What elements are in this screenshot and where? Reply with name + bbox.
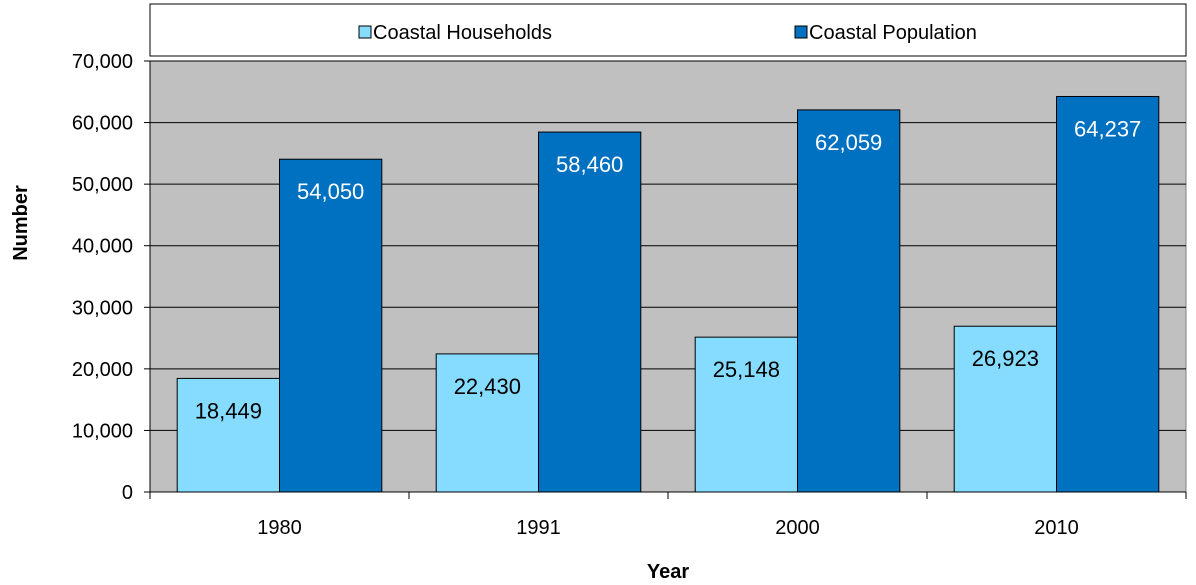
bars bbox=[176, 95, 1160, 493]
x-axis: 1980 1991 2000 2010 bbox=[149, 491, 1187, 539]
data-label: 58,460 bbox=[556, 152, 623, 177]
y-axis: 0 10,000 20,000 30,000 40,000 50,000 60,000 70,… bbox=[72, 51, 151, 504]
x-tick-label: 1980 bbox=[257, 517, 302, 539]
bar bbox=[176, 377, 281, 493]
x-tick-label: 2000 bbox=[775, 517, 820, 539]
y-axis-title: Number bbox=[10, 185, 32, 261]
bar bbox=[953, 325, 1058, 493]
y-tick-label: 50,000 bbox=[72, 174, 133, 196]
y-tick-label: 60,000 bbox=[72, 113, 133, 135]
data-labels: 18,449 54,050 22,430 58,460 25,148 62,059 26,9… bbox=[195, 116, 1142, 423]
data-label: 54,050 bbox=[297, 179, 364, 204]
bar bbox=[435, 353, 540, 493]
y-tick-label: 30,000 bbox=[72, 297, 133, 319]
data-label: 62,059 bbox=[815, 130, 882, 155]
x-axis-title: Year bbox=[647, 561, 689, 583]
plot-area: 18,449 54,050 22,430 58,460 25,148 62,059 26,9… bbox=[149, 60, 1187, 493]
legend-swatch-households bbox=[358, 25, 372, 39]
legend-label-households: Coastal Households bbox=[373, 22, 552, 44]
y-tick-label: 40,000 bbox=[72, 236, 133, 258]
y-tick-label: 10,000 bbox=[72, 420, 133, 442]
legend-swatch-population bbox=[794, 25, 808, 39]
data-label: 18,449 bbox=[195, 398, 262, 423]
legend-label-population: Coastal Population bbox=[809, 22, 977, 44]
bar bbox=[1056, 95, 1160, 493]
data-label: 25,148 bbox=[713, 357, 780, 382]
y-tick-label: 0 bbox=[122, 482, 133, 504]
bar bbox=[797, 109, 901, 493]
data-label: 26,923 bbox=[972, 346, 1039, 371]
x-tick-label: 2010 bbox=[1034, 517, 1079, 539]
x-tick-label: 1991 bbox=[516, 517, 561, 539]
legend-box bbox=[149, 3, 1187, 57]
data-label: 22,430 bbox=[454, 374, 521, 399]
bar bbox=[694, 336, 799, 493]
legend: Coastal Households Coastal Population bbox=[149, 3, 1187, 57]
y-tick-label: 70,000 bbox=[72, 51, 133, 73]
y-tick-label: 20,000 bbox=[72, 359, 133, 381]
data-label: 64,237 bbox=[1074, 116, 1141, 141]
bar bbox=[279, 158, 383, 493]
bar bbox=[538, 131, 642, 493]
